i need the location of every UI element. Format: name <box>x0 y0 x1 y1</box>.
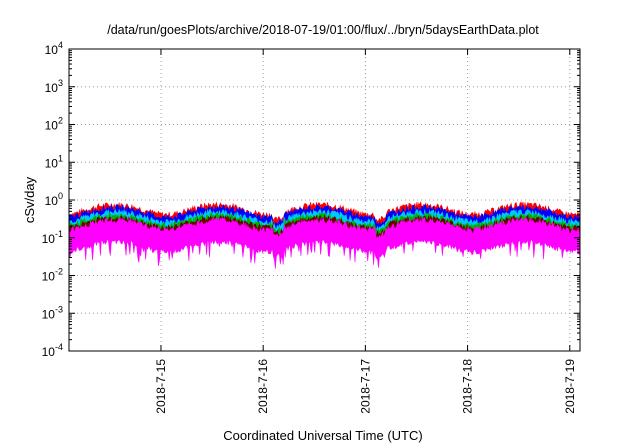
x-axis-label: Coordinated Universal Time (UTC) <box>223 428 422 443</box>
y-tick-label: 10-1 <box>42 229 63 246</box>
y-tick-label: 100 <box>45 191 63 208</box>
series-band <box>68 216 581 269</box>
y-tick-label: 104 <box>45 40 63 57</box>
x-tick-label: 2018-7-17 <box>358 359 372 414</box>
axis-ticks: 104 103 102 101 100 10-1 10-2 10-3 10-4 2018-7-15… <box>42 40 580 414</box>
y-tick-label: 10-4 <box>42 342 63 359</box>
x-tick-label: 2018-7-16 <box>256 359 270 414</box>
y-tick-label: 10-3 <box>42 304 63 321</box>
grid-lines <box>69 49 580 351</box>
y-tick-label: 101 <box>45 153 63 170</box>
chart-title: /data/run/goesPlots/archive/2018-07-19/0… <box>107 23 539 37</box>
x-tick-label: 2018-7-19 <box>563 359 577 414</box>
data-series <box>68 200 581 269</box>
y-axis-label: cSv/day <box>22 176 37 223</box>
y-tick-label: 10-2 <box>42 267 63 284</box>
x-tick-label: 2018-7-15 <box>154 359 168 414</box>
y-tick-label: 102 <box>45 116 63 133</box>
y-tick-label: 103 <box>45 78 63 95</box>
x-tick-label: 2018-7-18 <box>461 359 475 414</box>
